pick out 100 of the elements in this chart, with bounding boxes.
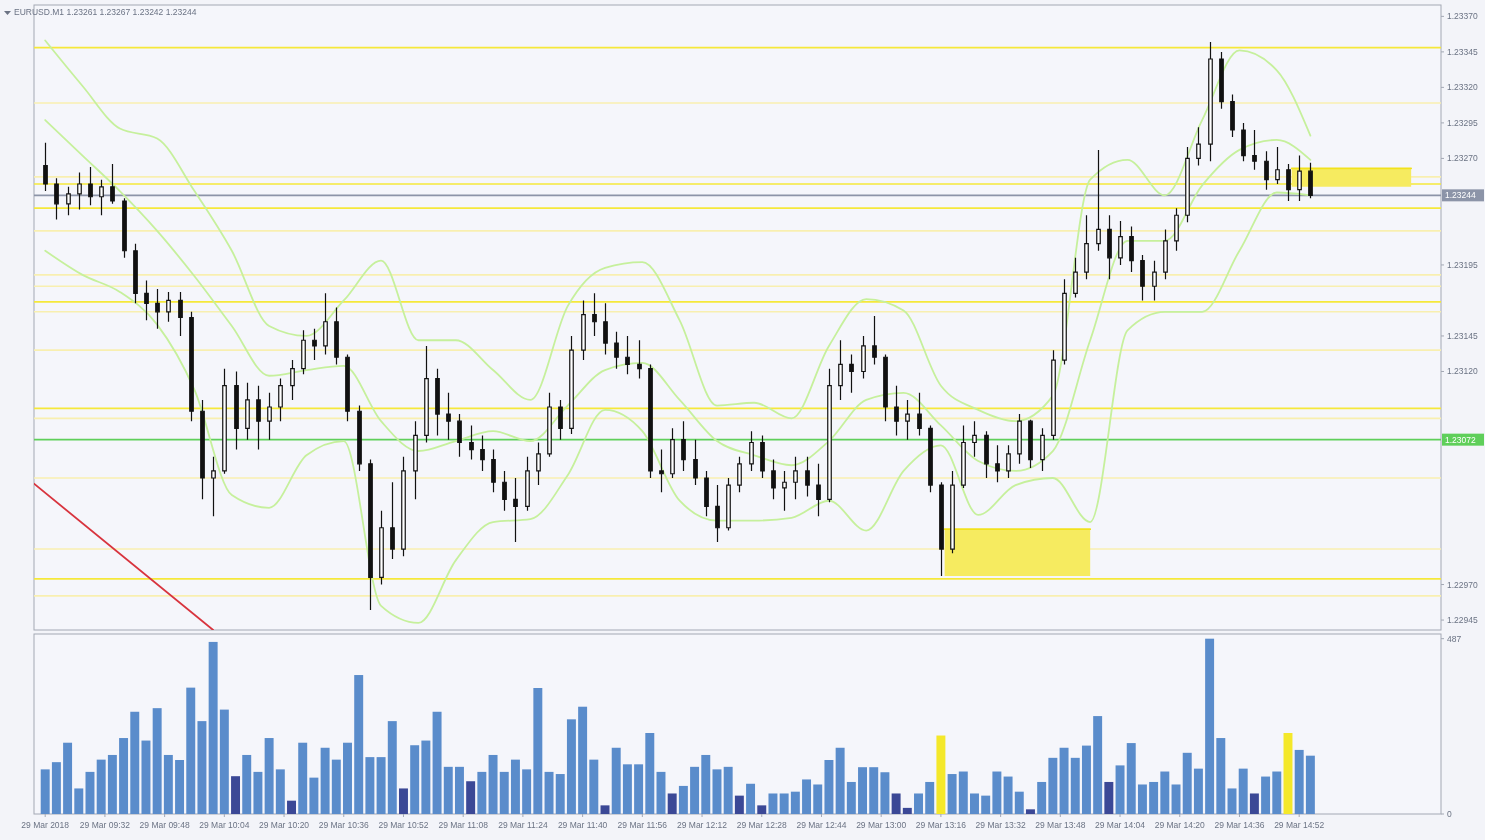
x-tick-label: 29 Mar 11:08 [438,820,489,830]
candlestick [200,399,205,500]
candlestick [480,434,485,472]
bar [51,762,61,814]
y-tick-label: 1.23320 [1447,82,1478,93]
candlestick [1051,349,1056,441]
bar [343,742,352,814]
x-tick-label: 29 Mar 10:04 [199,820,250,830]
y-tick-label: 1.23195 [1447,259,1478,270]
candlestick [1084,214,1089,280]
bar [846,781,856,814]
candlestick [827,368,832,503]
candlestick [1140,254,1145,302]
candlestick [88,166,93,206]
candlestick [1152,260,1157,302]
candlestick [569,335,574,435]
bar [1294,749,1304,814]
candlestick [435,368,440,436]
candlestick [1297,154,1302,202]
bar [678,785,688,814]
candlestick [1241,122,1246,162]
candlestick [670,427,675,479]
candlestick [771,458,776,500]
candlestick [793,456,798,500]
bar [566,719,576,814]
x-tick-label: 29 Mar 12:44 [796,820,847,830]
candlestick [581,299,586,361]
candlestick [1252,129,1257,171]
bar [690,766,700,814]
candlestick [301,329,306,375]
candlestick [245,382,250,441]
bar [242,754,252,814]
bar [331,759,341,814]
candlestick [1006,444,1011,479]
candlestick [905,399,910,441]
bar [1081,745,1091,814]
bar [320,747,330,814]
bar [925,781,935,814]
bar [40,769,50,814]
bar [779,793,789,814]
bar [152,708,162,814]
candlestick [726,477,731,532]
ref-line-label: 1.23244 [1445,190,1476,201]
bar [510,759,520,814]
bar [555,774,565,814]
bar [399,788,408,814]
bar [499,771,509,814]
candlestick [54,177,59,221]
candlestick [413,420,418,500]
candlestick [1062,278,1067,365]
candlestick [43,142,48,192]
candlestick [693,439,698,486]
candlestick [401,456,406,557]
candlestick [122,197,127,259]
bar [981,795,991,814]
bar [1104,781,1114,814]
candlestick [178,291,183,337]
bar [130,711,140,814]
bar [163,754,173,814]
candlestick [99,179,104,216]
candlestick [805,456,810,498]
bar [600,805,610,814]
candlestick [513,477,518,543]
candlestick [1107,214,1112,280]
candlestick [1286,163,1291,202]
candlestick [469,424,474,461]
bar [466,781,476,814]
x-tick-label: 29 Mar 09:48 [139,820,190,830]
candlestick [749,430,754,472]
bar [1171,784,1181,814]
bar [219,709,229,814]
x-tick-label: 29 Mar 11:24 [498,820,548,830]
x-tick-label: 29 Mar 14:52 [1274,820,1325,830]
bar [186,687,196,814]
bar [734,795,744,814]
candlestick [625,335,630,375]
candlestick [110,163,115,205]
candlestick [77,172,82,211]
candlestick [592,292,597,337]
bar [757,805,767,814]
x-tick-label: 29 Mar 13:32 [975,820,1026,830]
candlestick [267,392,272,441]
candlestick [558,399,563,441]
candlestick [1028,419,1033,469]
bar [421,740,431,814]
bar [813,784,823,814]
candlestick [536,441,541,486]
bar [432,711,442,814]
y-tick-label: 1.23145 [1447,330,1478,341]
bar [1249,793,1259,814]
bar [902,807,912,814]
bar [309,777,319,814]
bar [1205,638,1215,814]
bar [275,769,285,814]
bar [712,769,722,814]
bar [1160,771,1170,814]
y-tick-label: 1.23270 [1447,153,1478,164]
bar [63,742,73,814]
candlestick [66,186,71,216]
bar [589,759,599,814]
